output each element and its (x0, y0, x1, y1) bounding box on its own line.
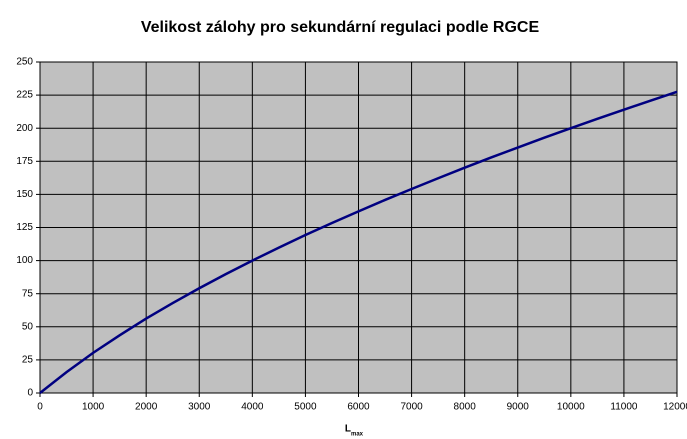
y-tick-label: 175 (16, 156, 33, 167)
data-line (39, 90, 678, 394)
y-tick-label: 225 (16, 90, 33, 101)
y-tick-label: 0 (27, 388, 33, 399)
x-tick-label: 3000 (188, 402, 211, 413)
x-tick-label: 12000 (663, 402, 687, 413)
chart-title: Velikost zálohy pro sekundární regulaci … (141, 19, 540, 36)
y-tick-label: 75 (22, 288, 34, 299)
y-tick-label: 50 (22, 321, 34, 332)
x-tick-label: 1000 (82, 402, 105, 413)
y-tick-label: 100 (16, 255, 33, 266)
y-tick-label: 150 (16, 189, 33, 200)
y-tick-label: 25 (22, 355, 34, 366)
x-axis-label-subscript: max (351, 432, 364, 438)
x-tick-label: 7000 (400, 402, 423, 413)
x-tick-label: 8000 (454, 402, 477, 413)
y-tick-label: 125 (16, 222, 33, 233)
x-tick-label: 2000 (135, 402, 158, 413)
x-tick-label: 11000 (610, 402, 638, 413)
y-tick-label: 200 (16, 123, 33, 134)
x-tick-label: 9000 (507, 402, 530, 413)
x-tick-label: 4000 (241, 402, 264, 413)
x-tick-label: 10000 (557, 402, 585, 413)
y-tick-label: 250 (16, 57, 33, 68)
x-tick-label: 0 (37, 402, 43, 413)
x-tick-label: 5000 (294, 402, 317, 413)
x-axis-label: L (345, 424, 351, 435)
x-tick-label: 6000 (347, 402, 370, 413)
